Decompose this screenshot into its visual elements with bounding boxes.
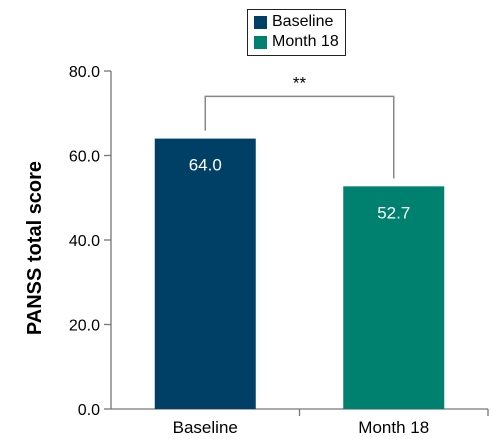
y-tick-label: 20.0 bbox=[69, 318, 100, 335]
legend: Baseline Month 18 bbox=[247, 9, 346, 56]
y-tick-label: 40.0 bbox=[69, 233, 100, 250]
y-axis-label: PANSS total score bbox=[24, 161, 46, 335]
legend-label-baseline: Baseline bbox=[272, 13, 334, 30]
legend-item-month-18: Month 18 bbox=[254, 32, 339, 52]
y-tick-label: 0.0 bbox=[78, 402, 100, 419]
y-tick-label: 80.0 bbox=[69, 64, 100, 81]
legend-label-month-18: Month 18 bbox=[272, 33, 339, 50]
bracket-line bbox=[204, 95, 395, 179]
data-label: 64.0 bbox=[189, 156, 222, 175]
significance-bracket: ** bbox=[204, 73, 395, 179]
significance-label: ** bbox=[293, 73, 307, 92]
bar-month-18 bbox=[343, 186, 445, 409]
data-label: 52.7 bbox=[377, 203, 410, 222]
x-tick-label: Month 18 bbox=[358, 418, 429, 437]
y-tick-label: 60.0 bbox=[69, 149, 100, 166]
bar-baseline bbox=[154, 138, 256, 409]
y-axis: 0.0 20.0 40.0 60.0 80.0 bbox=[69, 64, 112, 419]
legend-swatch-baseline bbox=[254, 15, 267, 29]
x-axis: Baseline Month 18 bbox=[111, 408, 489, 437]
bars: 64.0 52.7 bbox=[154, 138, 445, 409]
x-tick-label: Baseline bbox=[173, 418, 238, 437]
legend-swatch-month-18 bbox=[254, 35, 267, 49]
legend-item-baseline: Baseline bbox=[254, 12, 339, 32]
